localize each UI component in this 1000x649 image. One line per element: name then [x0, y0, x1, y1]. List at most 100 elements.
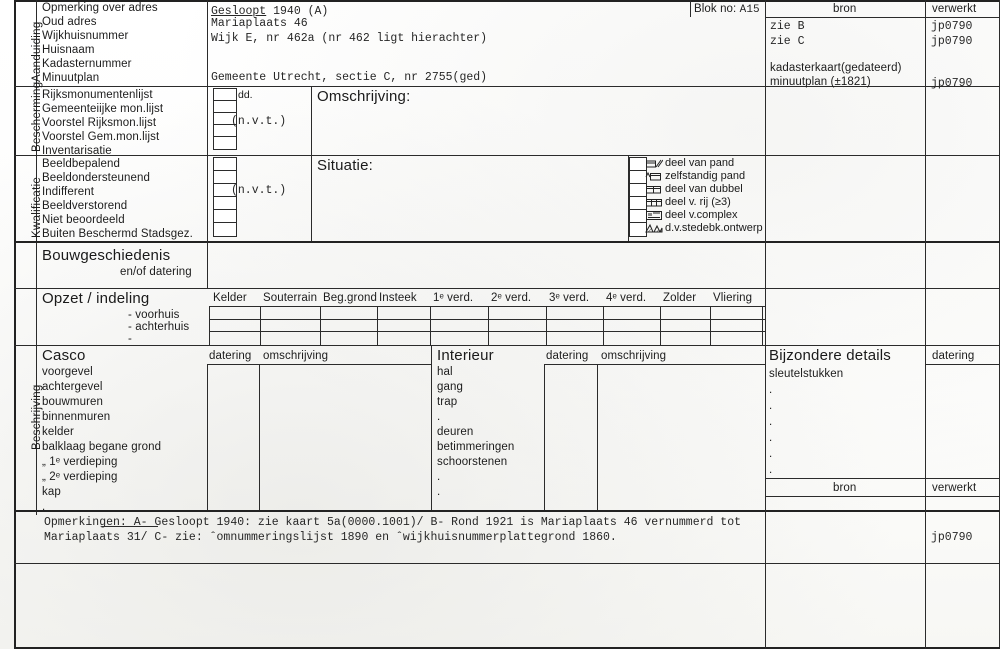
- rule-legend-left: [628, 155, 629, 241]
- rule-bottom: [14, 647, 1000, 649]
- aanduiding-label-list: Opmerking over adres Oud adres Wijkhuisn…: [42, 2, 158, 85]
- casco-col-omschrijving: omschrijving: [263, 350, 329, 362]
- interieur-omschrijving-left: [597, 364, 598, 510]
- verwerkt-row-1: jp0790: [931, 35, 973, 48]
- bijzondere-footer-bottom: [765, 496, 1000, 497]
- kwalificatie-label-5: Buiten Beschermd Stadsgez.: [42, 228, 193, 240]
- checkbox-stedebouwkundig-ontwerp[interactable]: [629, 222, 647, 237]
- rule-bescherming-bottom: [14, 155, 1000, 156]
- interieur-row-1: gang: [437, 381, 463, 393]
- casco-datering-left: [207, 364, 208, 510]
- bron-header-top: bron: [833, 3, 857, 15]
- interieur-col-omschrijving: omschrijving: [601, 350, 667, 362]
- interieur-row-5: betimmeringen: [437, 441, 515, 453]
- interieur-row-6: schoorstenen: [437, 456, 508, 468]
- opzet-grid-v7: [603, 306, 604, 345]
- rule-interieur-left: [431, 345, 432, 510]
- legend-label-1: zelfstandig pand: [665, 170, 746, 182]
- legend-label-3: deel v. rij (≥3): [665, 196, 731, 208]
- interieur-row-0: hal: [437, 366, 453, 378]
- bescherming-nvt: (n.v.t.): [231, 115, 287, 128]
- interieur-cols-top: [544, 364, 765, 365]
- rule-left-outer: [14, 0, 16, 649]
- casco-row-6: „ 1ᵉ verdieping: [42, 456, 118, 468]
- bijzondere-bron-header: bron: [833, 482, 857, 494]
- casco-col-datering: datering: [209, 350, 252, 362]
- bijzondere-row-6: .: [769, 464, 773, 476]
- legend-label-0: deel van pand: [665, 157, 735, 169]
- casco-row-list: voorgevel achtergevel bouwmuren binnenmu…: [42, 366, 161, 516]
- rule-opmerkingen-bottom: [14, 563, 1000, 564]
- legend-label-2: deel van dubbel: [665, 183, 743, 195]
- rule-blokno-left: [690, 0, 691, 17]
- opmerkingen-verwerkt-value: jp0790: [931, 531, 973, 544]
- kwalificatie-label-0: Beeldbepalend: [42, 158, 121, 170]
- opzet-rowlabel-2: -: [128, 333, 132, 345]
- rule-aanduiding-labelcol: [207, 0, 208, 86]
- opzet-col-4: 1ᵉ verd.: [433, 292, 474, 304]
- casco-row-0: voorgevel: [42, 366, 93, 378]
- opzet-col-5: 2ᵉ verd.: [491, 292, 532, 304]
- casco-row-8: kap: [42, 486, 61, 498]
- bouwgeschiedenis-title: Bouwgeschiedenis: [42, 247, 171, 264]
- interieur-row-3: .: [437, 411, 441, 423]
- opzet-col-8: Zolder: [663, 292, 697, 304]
- rule-sidebar-right: [36, 0, 37, 515]
- rule-kwalificatie-labelcol: [207, 155, 208, 241]
- bijzondere-col-datering: datering: [932, 350, 975, 362]
- bron-row-3: kadasterkaart(gedateerd): [770, 62, 902, 74]
- bescherming-label-1: Gemeenteiijke mon.lijst: [42, 103, 164, 115]
- omschrijving-title: Omschrijving:: [317, 88, 411, 105]
- deel-van-complex-icon: [645, 209, 663, 222]
- bijzondere-verwerkt-header: verwerkt: [932, 482, 977, 494]
- legend-label-5: d.v.stedebk.ontwerp: [665, 222, 763, 234]
- opzet-grid-h2: [209, 331, 765, 332]
- casco-row-2: bouwmuren: [42, 396, 103, 408]
- bijzondere-title: Bijzondere details: [769, 347, 892, 364]
- interieur-row-7: .: [437, 471, 441, 483]
- interieur-row-8: .: [437, 486, 441, 498]
- aanduiding-value-underlined: Gesloopt: [211, 5, 267, 18]
- bijzondere-footer-top: [765, 478, 1000, 479]
- blok-no-value: A15: [739, 4, 760, 16]
- interieur-row-4: deuren: [437, 426, 474, 438]
- opzet-col-1: Souterrain: [263, 292, 318, 304]
- rule-casco-bottom: [14, 510, 1000, 512]
- bron-row-0: zie B: [770, 20, 805, 33]
- opzet-col-0: Kelder: [213, 292, 247, 304]
- casco-row-3: binnenmuren: [42, 411, 111, 423]
- aanduiding-label-1: Oud adres: [42, 16, 97, 28]
- checkbox-inventarisatie[interactable]: [213, 136, 237, 150]
- rule-top: [14, 0, 1000, 2]
- casco-row-9: .: [42, 501, 46, 513]
- zelfstandig-pand-icon: [645, 170, 663, 183]
- dd-label: dd.: [238, 89, 253, 101]
- bescherming-label-3: Voorstel Gem.mon.lijst: [42, 131, 160, 143]
- aanduiding-value-1: Mariaplaats 46: [211, 17, 308, 30]
- opzet-grid-v8: [660, 306, 661, 345]
- checkbox-buiten-beschermd-stadsgez[interactable]: [213, 222, 237, 237]
- bescherming-label-list: Rijksmonumentenlijst Gemeenteiijke mon.l…: [42, 89, 163, 158]
- verwerkt-row-0: jp0790: [931, 20, 973, 33]
- aanduiding-label-0: Opmerking over adres: [42, 2, 158, 14]
- opzet-col-6: 3ᵉ verd.: [549, 292, 590, 304]
- bijzondere-row-0: sleutelstukken: [769, 368, 844, 380]
- deel-van-dubbel-icon: [645, 183, 663, 196]
- deel-van-rij-icon: [645, 196, 663, 209]
- kwalificatie-label-2: Indifferent: [42, 186, 95, 198]
- rule-bouwgesch-bottom: [14, 288, 1000, 289]
- bijzondere-row-3: .: [769, 416, 773, 428]
- legend-label-4: deel v.complex: [665, 209, 738, 221]
- interieur-datering-left: [544, 364, 545, 510]
- opzet-grid-h1: [209, 319, 765, 320]
- opzet-grid-v4: [430, 306, 431, 345]
- casco-title: Casco: [42, 347, 86, 364]
- opmerkingen-underline-gesloopt: [102, 526, 158, 527]
- opzet-grid-h0: [209, 306, 765, 307]
- bijzondere-datering-top: [925, 364, 1000, 365]
- aanduiding-label-2: Wijkhuisnummer: [42, 30, 129, 42]
- bron-row-1: zie C: [770, 35, 805, 48]
- opzet-grid-v9: [710, 306, 711, 345]
- aanduiding-label-4: Kadasternummer: [42, 58, 132, 70]
- interieur-col-datering: datering: [546, 350, 589, 362]
